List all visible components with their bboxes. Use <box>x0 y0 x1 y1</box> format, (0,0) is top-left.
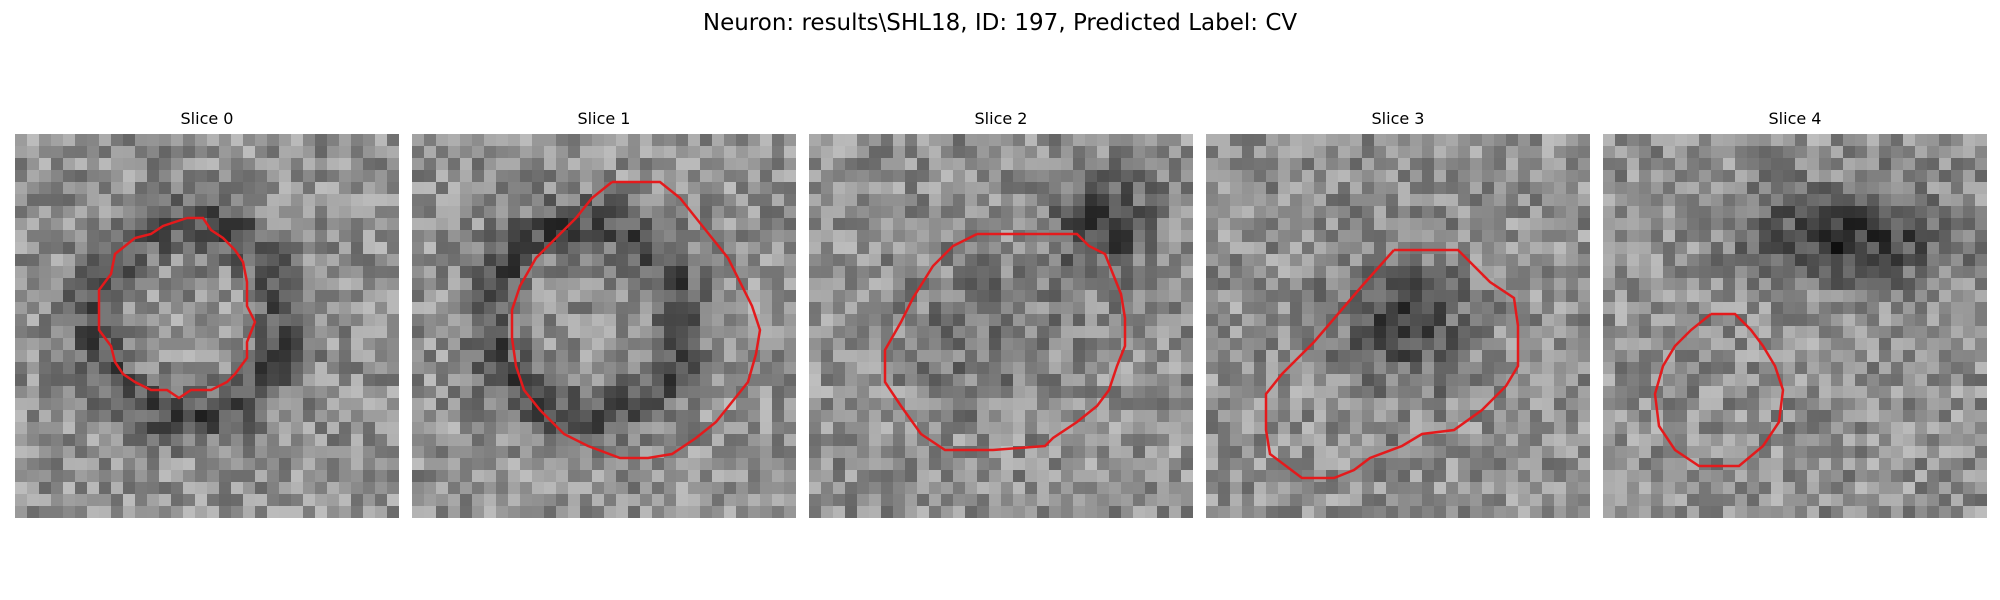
roi-outline <box>510 180 762 460</box>
slice-image <box>809 134 1193 518</box>
slice-title: Slice 3 <box>1371 109 1425 128</box>
slice-image <box>1206 134 1590 518</box>
roi-outline <box>883 232 1127 452</box>
slice-title: Slice 2 <box>974 109 1028 128</box>
roi-outline <box>1653 312 1785 468</box>
slice-image <box>1603 134 1987 518</box>
slice-image <box>15 134 399 518</box>
slice-title: Slice 4 <box>1768 109 1822 128</box>
slice-title: Slice 1 <box>577 109 631 128</box>
figure-title: Neuron: results\SHL18, ID: 197, Predicte… <box>702 10 1298 36</box>
slice-image <box>412 134 796 518</box>
slice-title: Slice 0 <box>180 109 234 128</box>
roi-outline <box>97 216 257 400</box>
roi-outline <box>1264 248 1520 480</box>
